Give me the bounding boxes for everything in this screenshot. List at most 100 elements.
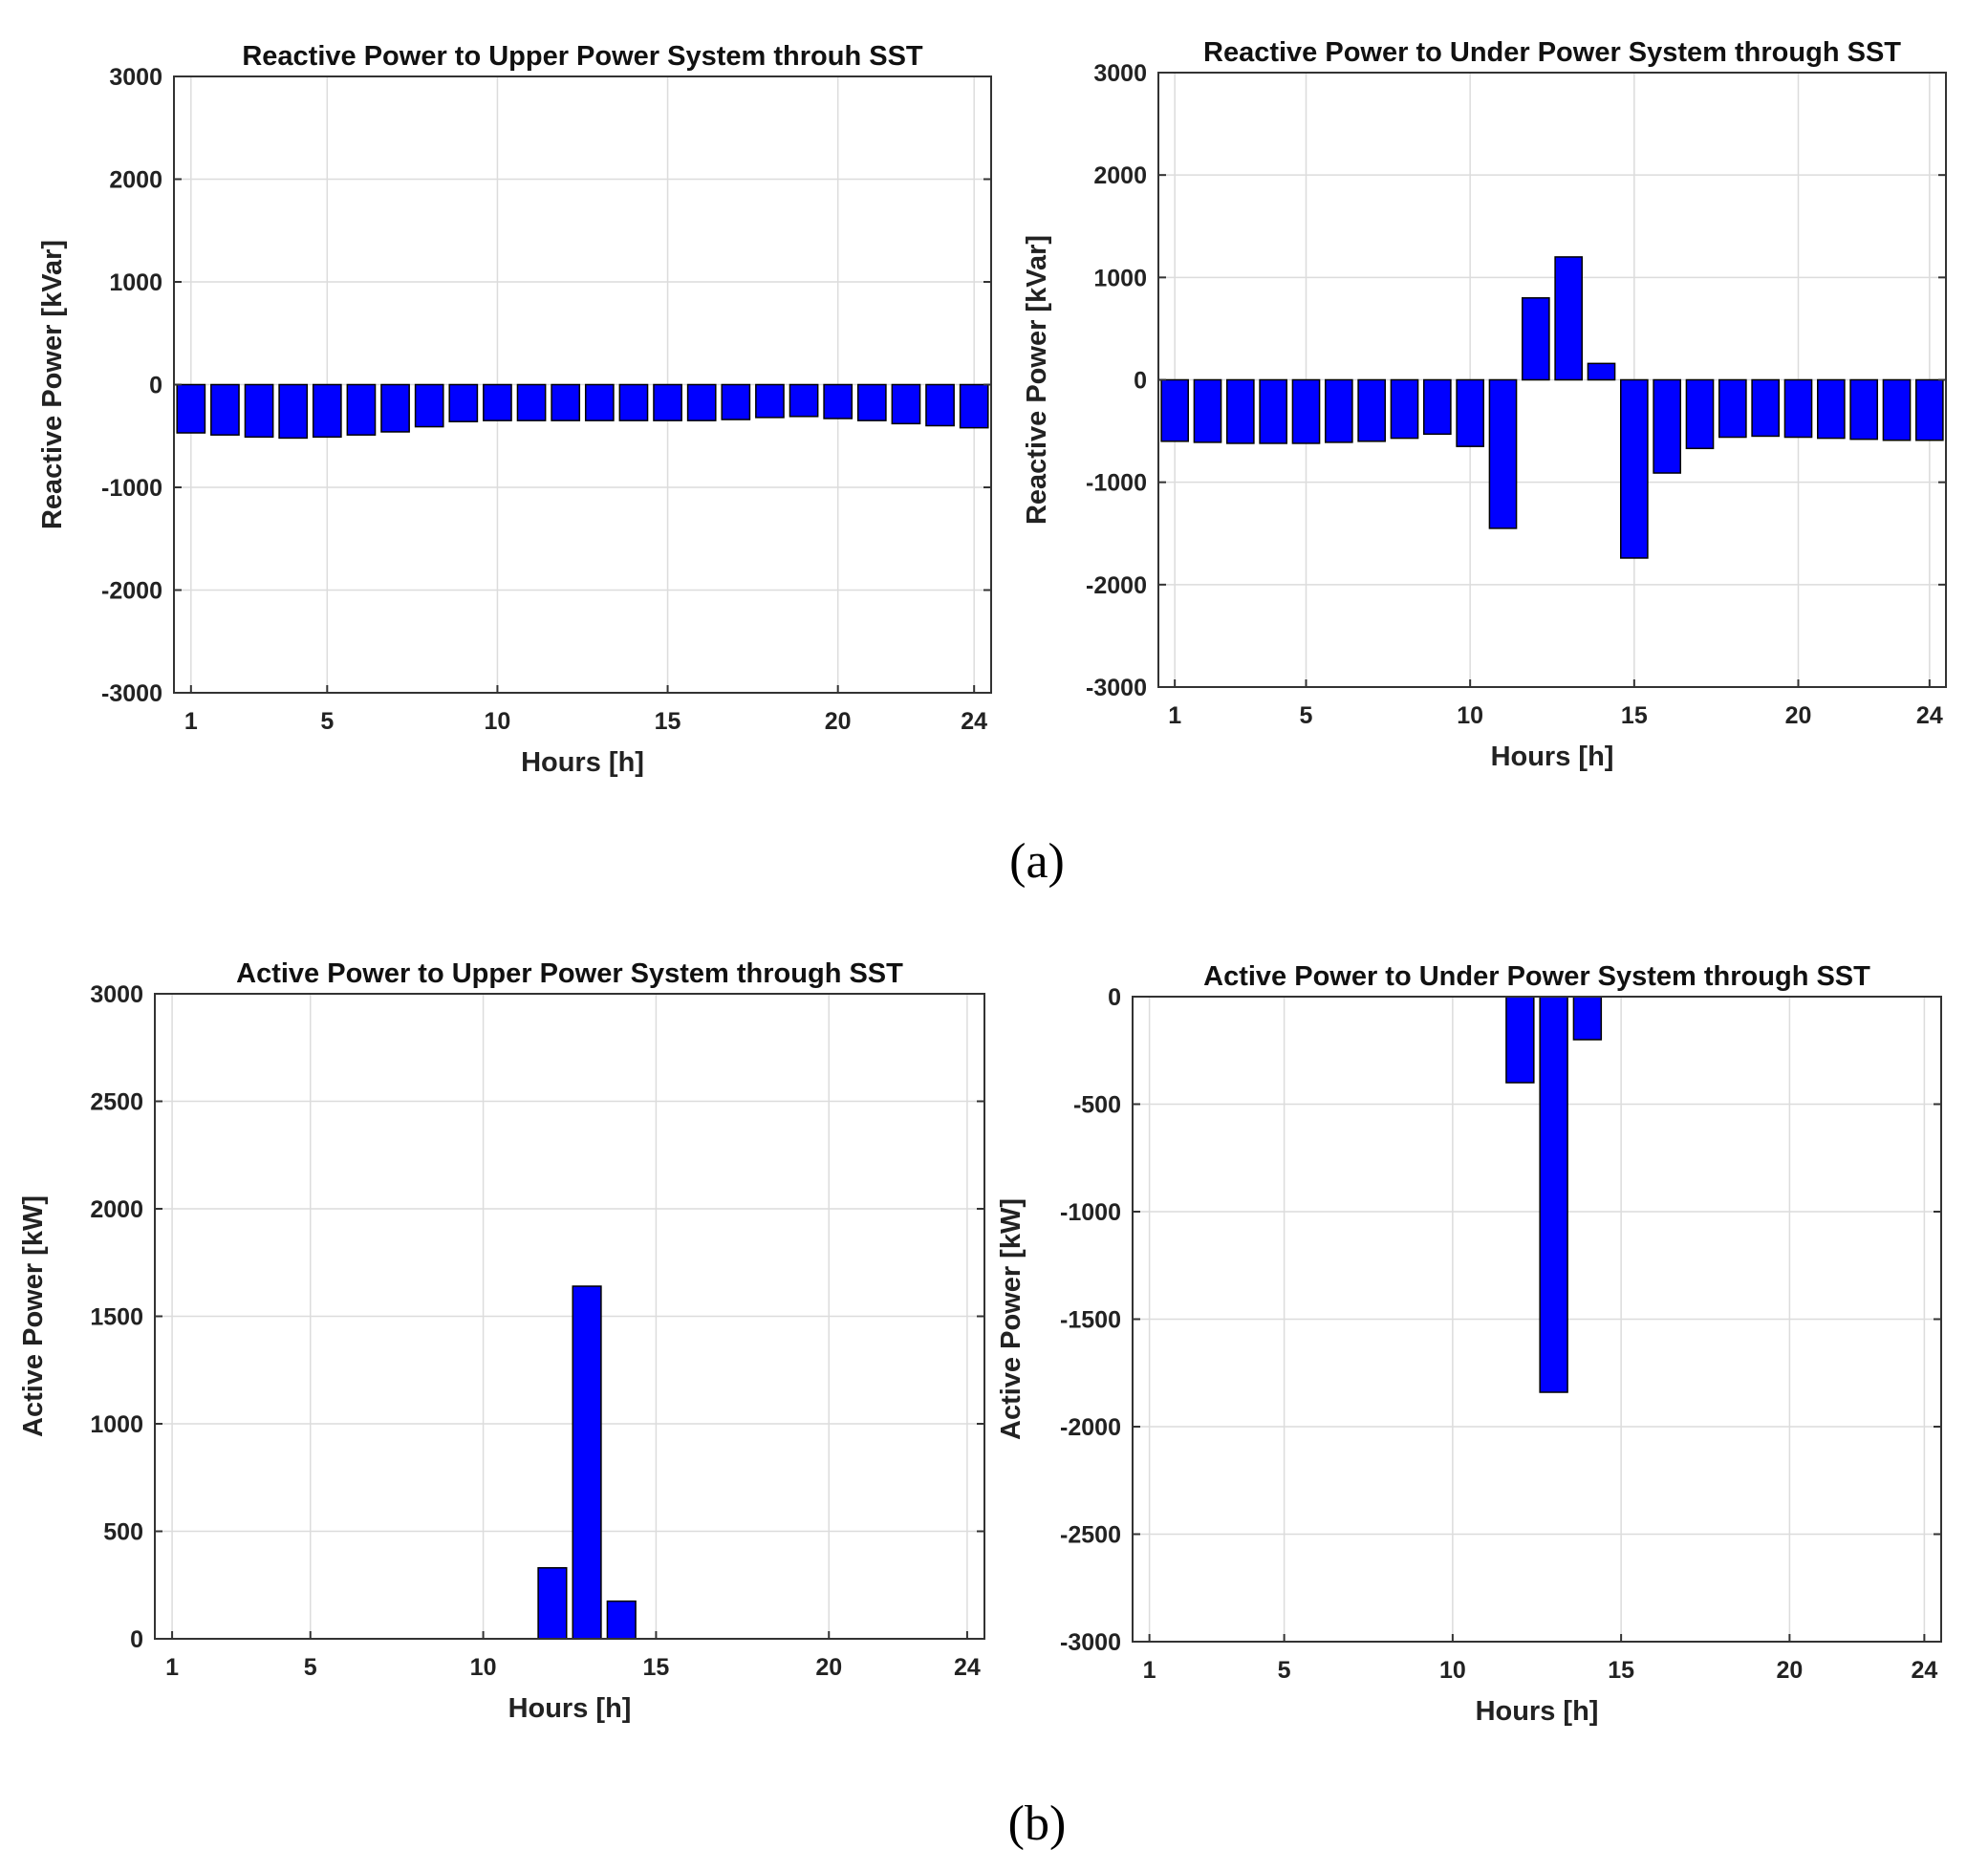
- y-axis-label: Reactive Power [kVar]: [1022, 235, 1052, 525]
- x-tick-label: 1: [1168, 702, 1181, 729]
- bar-hour-22: [891, 383, 921, 425]
- bar-hour-13: [1539, 996, 1568, 1393]
- x-tick-label: 10: [470, 1654, 497, 1681]
- bar-hour-24: [1915, 378, 1944, 441]
- x-axis-label: Hours [h]: [508, 1693, 632, 1724]
- y-tick-label: 0: [149, 373, 162, 399]
- bar-hour-19: [789, 383, 819, 418]
- y-axis-label: Reactive Power [kVar]: [37, 240, 68, 529]
- bar-hour-17: [1685, 378, 1715, 450]
- x-tick-label: 24: [1916, 702, 1943, 729]
- bar-hour-24: [959, 383, 989, 429]
- bar-hour-13: [572, 1285, 602, 1640]
- bar-hour-13: [584, 383, 615, 421]
- y-tick-label: 2000: [90, 1196, 143, 1223]
- bar-hour-13: [1554, 256, 1583, 381]
- bar-hour-22: [1849, 378, 1878, 441]
- x-tick-label: 1: [1143, 1657, 1156, 1684]
- x-tick-label: 20: [1785, 702, 1812, 729]
- y-tick-label: 1500: [90, 1304, 143, 1331]
- bar-hour-4: [278, 383, 309, 440]
- bar-hour-2: [210, 383, 240, 436]
- bar-hour-12: [1522, 297, 1550, 381]
- y-tick-label: 3000: [109, 64, 162, 91]
- y-tick-label: -2000: [1060, 1414, 1121, 1441]
- y-tick-label: -1500: [1060, 1307, 1121, 1334]
- y-tick-label: 3000: [90, 981, 143, 1008]
- bar-hour-20: [823, 383, 854, 419]
- y-axis-label: Active Power [kW]: [996, 1198, 1026, 1440]
- y-tick-label: 2500: [90, 1089, 143, 1116]
- x-axis-label: Hours [h]: [1491, 742, 1614, 772]
- bar-hour-9: [1423, 378, 1452, 436]
- bar-hour-1: [176, 383, 206, 434]
- y-tick-label: 1000: [1093, 265, 1147, 291]
- y-tick-label: 0: [130, 1626, 143, 1653]
- bar-hour-10: [1456, 378, 1484, 447]
- bar-hour-8: [1390, 378, 1419, 440]
- y-tick-label: -2000: [1086, 572, 1147, 599]
- y-tick-label: -3000: [101, 680, 162, 707]
- bar-hour-15: [1620, 378, 1649, 559]
- bar-hour-20: [1783, 378, 1813, 439]
- y-tick-label: -1000: [101, 475, 162, 502]
- bar-hour-14: [618, 383, 649, 421]
- bar-hour-14: [1587, 362, 1616, 381]
- x-tick-label: 15: [655, 708, 681, 735]
- bar-hour-16: [1653, 378, 1681, 474]
- bar-hour-12: [551, 383, 581, 421]
- y-tick-label: 1000: [109, 269, 162, 296]
- bar-hour-19: [1751, 378, 1780, 438]
- x-tick-label: 5: [1300, 702, 1313, 729]
- bar-hour-6: [346, 383, 377, 436]
- bar-hour-9: [448, 383, 479, 422]
- caption-b: (b): [1008, 1796, 1067, 1851]
- bar-hour-23: [925, 383, 955, 427]
- y-axis-label: Active Power [kW]: [18, 1195, 49, 1437]
- x-tick-label: 24: [1911, 1657, 1937, 1684]
- x-tick-label: 15: [1621, 702, 1648, 729]
- y-tick-label: 0: [1108, 984, 1121, 1011]
- x-tick-label: 10: [1457, 702, 1483, 729]
- x-tick-label: 5: [320, 708, 334, 735]
- bar-hour-14: [1572, 996, 1603, 1041]
- y-tick-label: -1000: [1086, 470, 1147, 497]
- x-tick-label: 15: [643, 1654, 670, 1681]
- x-axis-label: Hours [h]: [1476, 1696, 1599, 1727]
- y-tick-label: 2000: [1093, 162, 1147, 189]
- x-tick-label: 5: [1278, 1657, 1291, 1684]
- bar-hour-11: [516, 383, 547, 421]
- x-tick-label: 1: [184, 708, 198, 735]
- x-tick-label: 10: [1439, 1657, 1466, 1684]
- bar-hour-3: [244, 383, 274, 439]
- x-tick-label: 24: [961, 708, 987, 735]
- x-tick-label: 5: [304, 1654, 317, 1681]
- bar-hour-10: [483, 383, 512, 421]
- bar-hour-12: [537, 1567, 568, 1640]
- bar-hour-12: [1505, 996, 1535, 1084]
- y-tick-label: 500: [103, 1519, 143, 1546]
- y-tick-label: -2000: [101, 578, 162, 605]
- x-tick-label: 20: [1776, 1657, 1803, 1684]
- x-tick-label: 24: [954, 1654, 981, 1681]
- bar-hour-15: [653, 383, 682, 421]
- chart-title: Reactive Power to Under Power System thr…: [1203, 37, 1901, 68]
- bar-hour-8: [414, 383, 444, 428]
- bar-hour-5: [1291, 378, 1321, 444]
- bar-hour-21: [856, 383, 887, 421]
- bar-hour-18: [1718, 378, 1747, 439]
- x-tick-label: 20: [815, 1654, 842, 1681]
- bar-hour-21: [1817, 378, 1846, 440]
- bar-hour-2: [1193, 378, 1222, 443]
- bar-hour-11: [1488, 378, 1518, 529]
- y-tick-label: 0: [1134, 368, 1147, 395]
- x-tick-label: 20: [825, 708, 852, 735]
- x-tick-label: 1: [165, 1654, 179, 1681]
- bar-hour-16: [686, 383, 717, 421]
- y-tick-label: 2000: [109, 167, 162, 194]
- y-tick-label: -3000: [1086, 675, 1147, 701]
